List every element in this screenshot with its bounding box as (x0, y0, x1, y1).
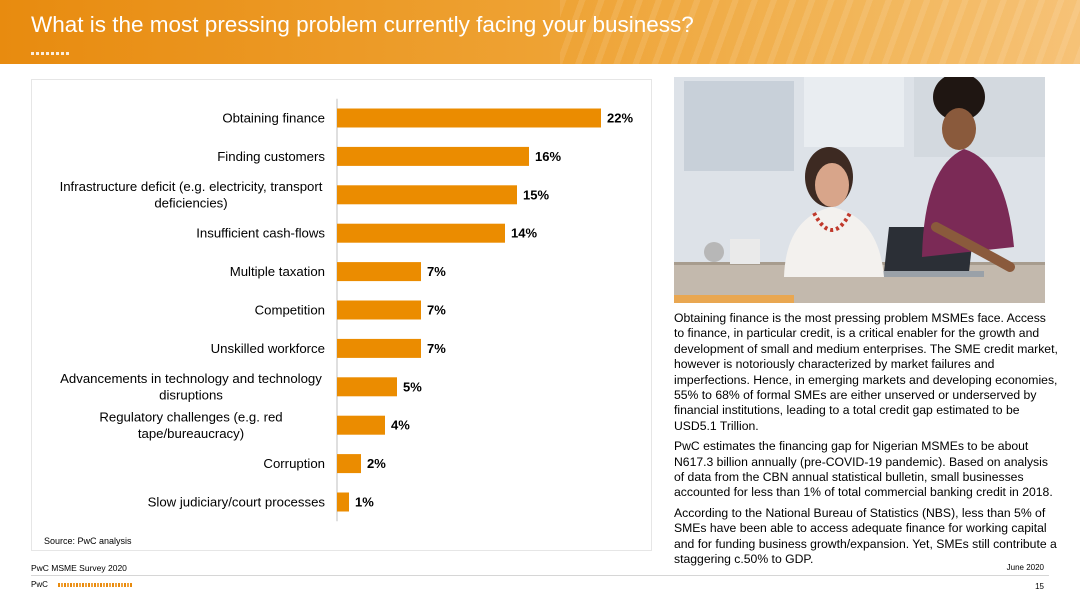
page-title: What is the most pressing problem curren… (31, 12, 694, 37)
category-label: Finding customers (217, 149, 325, 164)
data-label: 7% (427, 264, 446, 279)
header-texture (560, 0, 1080, 64)
footer-brand: PwC (31, 580, 48, 589)
footer-date: June 2020 (1006, 563, 1044, 572)
page-number: 15 (1035, 582, 1044, 591)
commentary-paragraph-1: Obtaining finance is the most pressing p… (674, 311, 1058, 433)
bar (337, 415, 385, 435)
footer-survey-name: PwC MSME Survey 2020 (31, 563, 127, 573)
data-label: 2% (367, 456, 386, 471)
category-label: Infrastructure deficit (e.g. electricity… (60, 179, 323, 211)
category-label: Unskilled workforce (211, 341, 325, 356)
header-logo-mark (31, 52, 71, 55)
footer-divider (31, 575, 1049, 576)
commentary-paragraph-2: PwC estimates the financing gap for Nige… (674, 439, 1053, 500)
footer-brand-bars (58, 583, 132, 587)
category-label: Regulatory challenges (e.g. red tape/bure… (99, 409, 282, 441)
data-label: 5% (403, 379, 422, 394)
bar (337, 377, 397, 397)
photo-illustration (674, 77, 1045, 303)
category-label: Multiple taxation (230, 264, 325, 279)
category-label: Competition (255, 303, 325, 318)
bar (337, 300, 421, 320)
category-label: Slow judiciary/court processes (148, 495, 326, 510)
category-label: Insufficient cash-flows (196, 226, 325, 241)
bar (337, 223, 505, 243)
data-label: 16% (535, 149, 561, 164)
chart-source: Source: PwC analysis (44, 536, 132, 546)
chart-panel: 22% Obtaining finance 16% Finding customers… (31, 79, 652, 551)
bar (337, 146, 529, 166)
bar-chart: 22% Obtaining finance 16% Finding customers… (60, 98, 633, 522)
data-label: 7% (427, 341, 446, 356)
commentary: Obtaining finance is the most pressing p… (674, 311, 1058, 573)
data-label: 7% (427, 303, 446, 318)
bar (337, 185, 517, 205)
bar (337, 338, 421, 358)
category-label: Obtaining finance (222, 111, 325, 126)
category-label: Advancements in technology and technolog… (60, 371, 322, 403)
data-label: 22% (607, 111, 633, 126)
bar (337, 108, 601, 128)
bar (337, 262, 421, 282)
data-label: 4% (391, 418, 410, 433)
category-label: Corruption (263, 456, 325, 471)
data-label: 1% (355, 495, 374, 510)
bar (337, 454, 361, 474)
header-band (0, 0, 1080, 64)
business-women-photo (674, 77, 1045, 303)
commentary-paragraph-3: According to the National Bureau of Stat… (674, 505, 1057, 567)
bar (337, 492, 349, 512)
data-label: 14% (511, 226, 537, 241)
data-label: 15% (523, 187, 549, 202)
